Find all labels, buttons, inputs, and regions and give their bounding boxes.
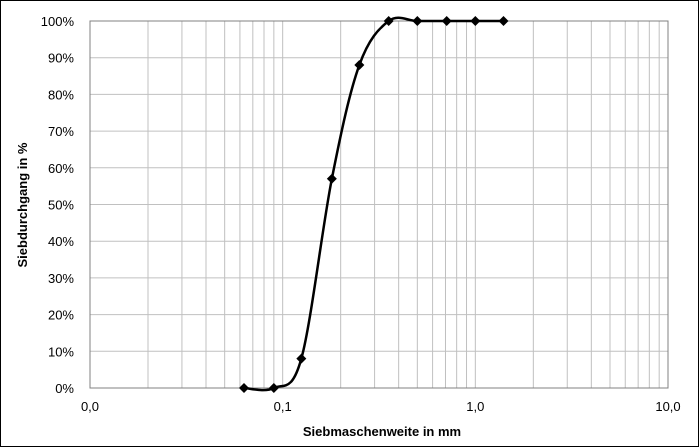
y-tick-label: 80%: [48, 87, 74, 102]
y-axis-ticks: 0% 10% 20% 30% 40% 50% 60% 70% 80% 90% 100%: [41, 14, 75, 396]
data-point-marker: [326, 173, 337, 184]
y-tick-label: 20%: [48, 308, 74, 323]
x-tick-label: 0,0: [81, 399, 99, 414]
plot-area: [89, 20, 669, 389]
data-point-marker: [354, 60, 365, 71]
series-markers: [239, 16, 509, 393]
data-point-marker: [268, 383, 279, 393]
y-tick-label: 0%: [55, 381, 74, 396]
y-tick-label: 40%: [48, 234, 74, 249]
y-tick-label: 60%: [48, 161, 74, 176]
y-tick-label: 70%: [48, 124, 74, 139]
data-point-marker: [498, 16, 509, 26]
data-point-marker: [412, 16, 423, 26]
grid: [89, 20, 668, 389]
data-point-marker: [296, 353, 307, 364]
y-axis-title: Siebdurchgang in %: [15, 142, 30, 267]
data-point-marker: [239, 383, 250, 393]
data-point-marker: [470, 16, 481, 26]
data-point-marker: [383, 16, 394, 26]
x-tick-label: 0,1: [274, 399, 292, 414]
x-axis-ticks: 0,0 0,1 1,0 10,0: [81, 399, 681, 414]
y-tick-label: 100%: [41, 14, 75, 29]
data-point-marker: [441, 16, 452, 26]
y-tick-label: 30%: [48, 271, 74, 286]
y-tick-label: 50%: [48, 198, 74, 213]
x-axis-title: Siebmaschenweite in mm: [303, 424, 461, 439]
x-tick-label: 1,0: [466, 399, 484, 414]
y-tick-label: 90%: [48, 51, 74, 66]
x-tick-label: 10,0: [655, 399, 680, 414]
y-tick-label: 10%: [48, 344, 74, 359]
